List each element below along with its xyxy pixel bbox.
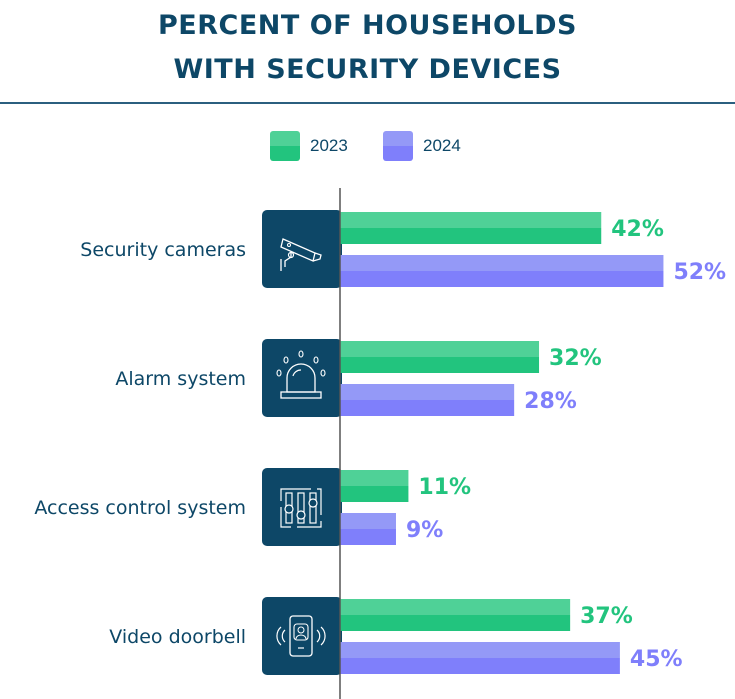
bar-highlight-2023 <box>340 470 409 486</box>
category-label: Access control system <box>34 497 246 519</box>
video-doorbell-phone-icon <box>276 615 326 657</box>
bar-2023 <box>340 357 540 373</box>
icon-tile <box>262 597 342 675</box>
value-label-2024: 28% <box>524 389 577 414</box>
security-camera-icon <box>280 238 322 271</box>
category-label: Alarm system <box>115 368 246 390</box>
bar-2024 <box>340 271 664 287</box>
bar-highlight-2024 <box>340 384 515 400</box>
bar-2023 <box>340 486 409 502</box>
category-group: Alarm system 32% 28% <box>115 339 602 417</box>
bar-highlight-2024 <box>340 255 664 271</box>
icon-tile <box>262 210 342 288</box>
bar-highlight-2023 <box>340 599 571 615</box>
category-label: Video doorbell <box>109 626 246 648</box>
bar-highlight-2024 <box>340 513 396 529</box>
legend-label-2024: 2024 <box>423 136 461 155</box>
alarm-siren-icon <box>276 350 326 399</box>
bar-2023 <box>340 615 571 631</box>
bar-2024 <box>340 658 620 674</box>
icon-tile <box>262 468 342 546</box>
chart-title: PERCENT OF HOUSEHOLDS WITH SECURITY DEVI… <box>0 4 735 92</box>
value-label-2023: 11% <box>418 475 471 500</box>
bar-highlight-2023 <box>340 212 602 228</box>
bar-2023 <box>340 228 602 244</box>
legend-label-2023: 2023 <box>310 136 348 155</box>
bar-highlight-2024 <box>340 642 620 658</box>
value-label-2023: 32% <box>549 346 602 371</box>
category-label: Security cameras <box>80 239 246 261</box>
category-group: Security cameras 42% 52% <box>80 210 726 288</box>
value-label-2023: 42% <box>611 217 664 242</box>
legend-item-2024: 2024 <box>383 131 461 161</box>
value-label-2024: 45% <box>630 647 683 672</box>
legend-swatch-2023 <box>270 131 300 161</box>
value-label-2024: 9% <box>406 518 443 543</box>
title-divider <box>0 102 735 104</box>
legend-item-2023: 2023 <box>270 131 348 161</box>
category-group: Video doorbell 37% 45% <box>109 597 683 675</box>
chart-title-line-2: WITH SECURITY DEVICES <box>173 54 562 85</box>
bar-2024 <box>340 400 515 416</box>
bar-2024 <box>340 529 396 545</box>
category-group: Access control system 11% 9% <box>34 468 471 546</box>
value-label-2024: 52% <box>673 260 726 285</box>
legend: 2023 2024 <box>0 131 735 161</box>
legend-swatch-2024 <box>383 131 413 161</box>
value-label-2023: 37% <box>580 604 633 629</box>
chart-title-line-1: PERCENT OF HOUSEHOLDS <box>158 10 577 41</box>
bar-highlight-2023 <box>340 341 540 357</box>
access-control-sliders-icon <box>280 488 322 528</box>
